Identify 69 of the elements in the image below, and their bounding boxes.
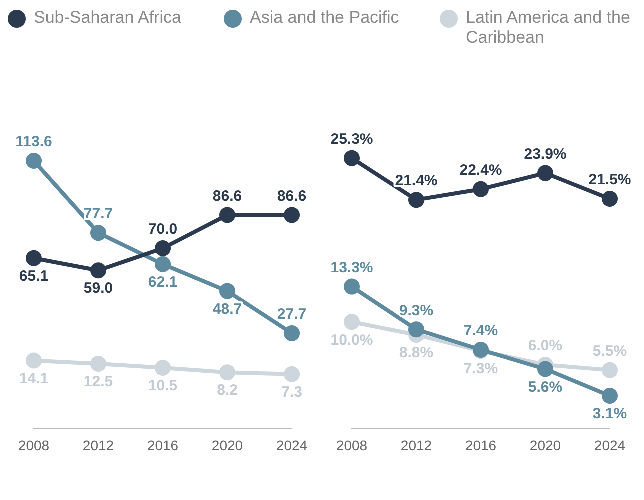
data-label: 10.5: [148, 378, 178, 395]
data-label: 23.9%: [524, 146, 567, 163]
data-label: 5.5%: [592, 342, 628, 360]
point: [284, 325, 300, 342]
data-label: 8.8%: [399, 344, 434, 362]
point: [155, 360, 171, 376]
point: [90, 262, 106, 279]
point: [344, 278, 360, 295]
x-tick-label: 2024: [276, 437, 308, 454]
x-tick-label: 2016: [147, 437, 179, 454]
point: [538, 361, 554, 378]
legend-label: Latin America and the Caribbean: [466, 8, 632, 48]
point: [408, 192, 424, 208]
point: [344, 314, 360, 330]
data-label: 21.5%: [588, 172, 632, 189]
x-tick-label: 2016: [465, 437, 497, 454]
point: [220, 207, 236, 224]
point: [90, 356, 106, 372]
x-tick-label: 2012: [82, 437, 114, 454]
point: [602, 388, 618, 404]
data-label: 12.5: [84, 374, 114, 391]
data-label: 6.0%: [528, 338, 563, 355]
point: [26, 352, 42, 369]
point: [26, 153, 42, 169]
legend-label: Asia and the Pacific: [250, 8, 400, 28]
point: [602, 362, 618, 378]
data-label: 48.7: [212, 300, 242, 318]
x-tick-label: 2008: [18, 437, 50, 454]
point: [26, 250, 42, 266]
data-label: 27.7: [277, 306, 307, 324]
data-label: 14.1: [19, 370, 49, 388]
data-label: 113.6: [16, 134, 52, 151]
x-tick-label: 2020: [212, 437, 244, 454]
x-tick-label: 2008: [336, 437, 368, 454]
point: [155, 256, 171, 272]
data-label: 3.1%: [592, 406, 628, 423]
point: [538, 165, 554, 182]
point: [90, 225, 106, 242]
data-label: 5.6%: [528, 378, 563, 396]
point: [602, 191, 618, 208]
data-label: 21.4%: [395, 172, 438, 190]
x-tick-label: 2012: [400, 437, 432, 454]
data-label: 10.0%: [330, 332, 374, 349]
data-label: 7.3: [282, 384, 302, 402]
data-label: 25.3%: [330, 130, 374, 148]
data-label: 59.0: [84, 280, 114, 298]
point: [155, 240, 171, 257]
data-label: 86.6: [212, 188, 242, 205]
point: [473, 181, 489, 198]
data-label: 70.0: [148, 221, 178, 238]
data-label: 7.3%: [464, 360, 498, 378]
data-label: 13.3%: [330, 259, 374, 276]
point: [408, 322, 424, 338]
data-label: 86.6: [277, 188, 307, 205]
data-label: 77.7: [84, 206, 114, 223]
data-label: 22.4%: [460, 162, 502, 180]
data-label: 7.4%: [464, 322, 498, 340]
point: [220, 283, 236, 300]
data-label: 65.1: [19, 268, 49, 285]
point: [220, 364, 236, 381]
data-label: 8.2: [217, 382, 238, 400]
x-tick-label: 2020: [530, 437, 562, 454]
data-label: 62.1: [148, 274, 178, 292]
data-label: 9.3%: [399, 302, 434, 320]
point: [284, 207, 300, 224]
point: [284, 366, 300, 382]
x-tick-label: 2024: [594, 437, 626, 454]
point: [344, 150, 360, 166]
legend-label: Sub-Saharan Africa: [34, 8, 182, 28]
